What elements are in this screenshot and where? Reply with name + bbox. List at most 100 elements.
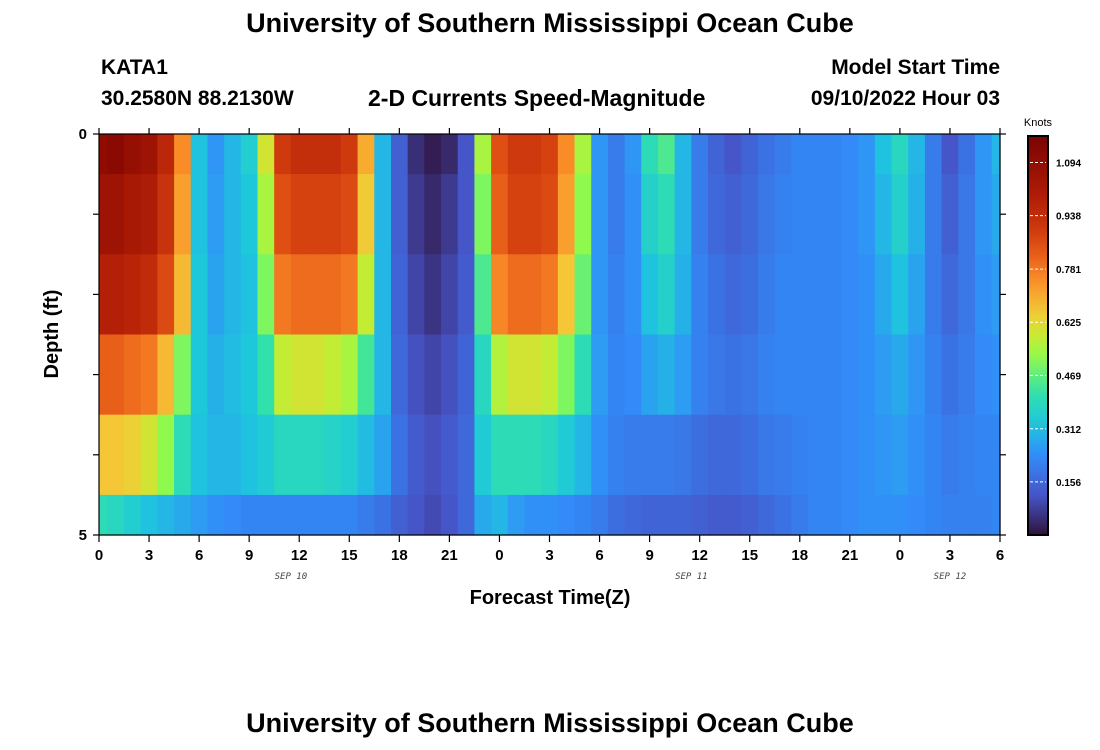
heat-cell [808,134,826,175]
heat-cell [557,254,576,336]
heat-cell [307,174,325,255]
heat-cell [574,494,592,536]
heat-cell [941,134,959,175]
heat-cell [324,334,342,416]
heat-cell [240,174,259,255]
heat-cell [924,414,943,496]
heat-cell [257,334,275,416]
heat-cell [240,414,259,496]
x-axis-label: Forecast Time(Z) [470,587,631,609]
heat-cell [874,414,893,496]
heat-cell [708,494,726,536]
heat-cell [541,134,559,175]
heat-cell [574,254,592,336]
heat-cell [908,494,926,536]
heat-cell [390,254,409,336]
x-tick-label: 18 [391,547,408,564]
heat-cell [174,254,192,336]
heat-cell [591,494,609,536]
heat-cell [674,494,692,536]
heat-cell [874,174,893,255]
colorbar-tick-label: 0.156 [1056,478,1081,489]
heat-cell [657,254,676,336]
heat-cell [491,254,509,336]
heat-cell [274,174,292,255]
heat-cell [174,494,192,536]
heat-cell [841,414,859,496]
heat-cell [424,254,442,336]
heat-cell [824,254,843,336]
heat-cell [674,134,692,175]
heat-cell [457,414,476,496]
heat-cell [99,134,108,175]
heat-cell [140,494,158,536]
station-name: KATA1 [101,56,168,79]
x-tick-label: 15 [741,547,758,564]
x-tick-label: 21 [441,547,458,564]
y-axis: 05 [79,126,1006,544]
heat-cell [958,414,976,496]
colorbar-tick-label: 0.625 [1056,318,1081,329]
heat-cell [974,334,993,416]
heat-cell [708,174,726,255]
heat-cell [357,494,375,536]
heat-cell [307,414,325,496]
heat-cell [157,134,175,175]
heat-cell [99,494,108,536]
heat-cell [374,334,392,416]
heat-cell [924,254,943,336]
heat-cell [708,414,726,496]
heat-cell [774,334,793,416]
heat-cell [374,414,392,496]
heat-cell [991,334,1001,416]
heat-cell [741,254,759,336]
x-tick-label: 6 [996,547,1004,564]
heat-cell [974,134,993,175]
heat-cell [941,414,959,496]
heat-cell [140,334,158,416]
heat-cell [591,134,609,175]
heat-cell [958,174,976,255]
heat-cell [290,174,309,255]
heat-cell [641,414,659,496]
heat-cell [607,414,626,496]
heat-cell [257,254,275,336]
heat-cell [657,134,676,175]
x-tick-label: 6 [595,547,603,564]
heat-cell [407,334,425,416]
heat-cell [474,254,492,336]
heat-cell [290,494,309,536]
heat-cell [424,174,442,255]
heat-cell [591,334,609,416]
heat-cell [207,174,225,255]
heat-cell [824,134,843,175]
heat-cell [207,414,225,496]
heat-cell [474,494,492,536]
heat-cell [841,334,859,416]
heat-cell [224,174,242,255]
heat-cell [240,494,259,536]
heat-cell [290,134,309,175]
day-label: SEP 12 [934,572,967,582]
x-tick-label: 12 [691,547,708,564]
heat-cell [691,334,709,416]
heat-cell [491,174,509,255]
heat-cell [474,414,492,496]
heat-cell [924,174,943,255]
heat-cell [724,134,742,175]
heat-cell [324,494,342,536]
heat-cell [340,414,359,496]
heat-cell [491,414,509,496]
heat-cell [524,414,542,496]
heat-cell [390,134,409,175]
heat-cell [708,134,726,175]
colorbar-gradient [1027,135,1049,536]
heat-cell [274,254,292,336]
heat-cell [224,494,242,536]
model-start-label: Model Start Time [831,56,1000,79]
heat-cell [457,134,476,175]
heat-cell [190,414,209,496]
x-tick-label: 6 [195,547,203,564]
heat-cell [224,254,242,336]
heat-cell [174,174,192,255]
